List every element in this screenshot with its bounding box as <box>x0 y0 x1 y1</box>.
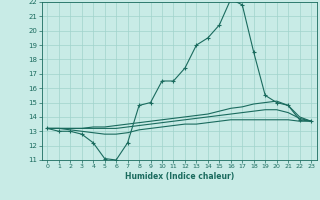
X-axis label: Humidex (Indice chaleur): Humidex (Indice chaleur) <box>124 172 234 181</box>
